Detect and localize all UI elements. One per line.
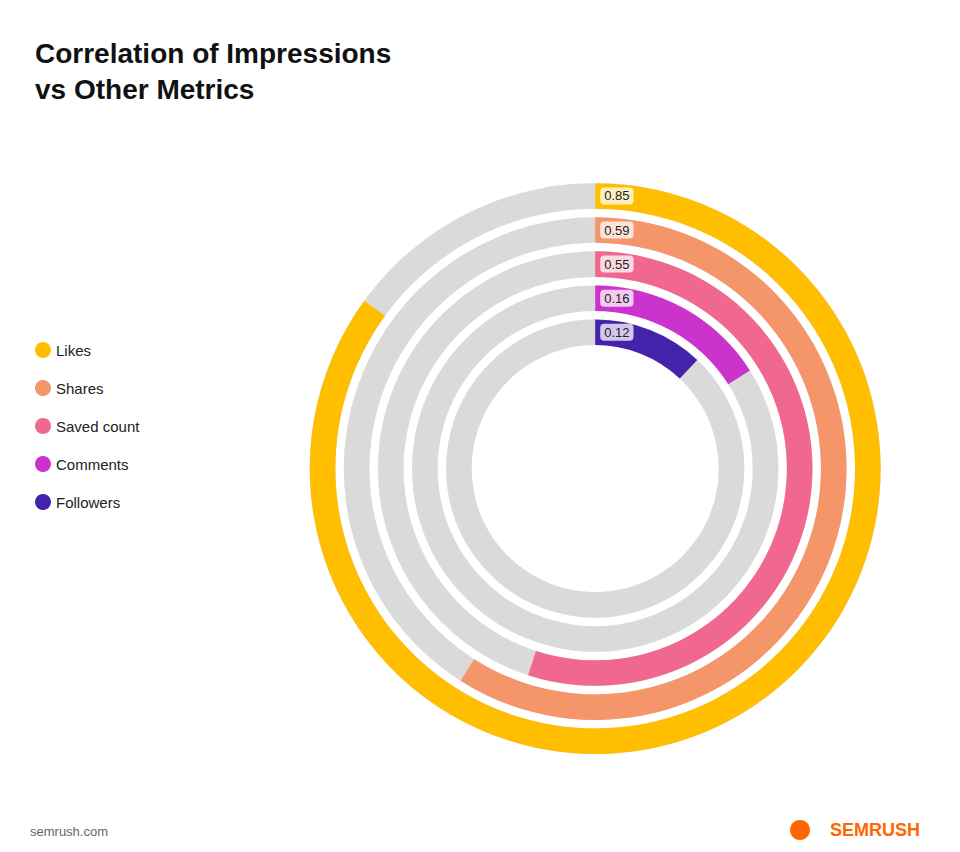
- svg-text:0.16: 0.16: [604, 291, 629, 306]
- svg-text:SEMRUSH: SEMRUSH: [830, 820, 920, 840]
- svg-text:0.12: 0.12: [604, 325, 629, 340]
- svg-text:0.85: 0.85: [604, 188, 629, 203]
- svg-text:Saved count: Saved count: [56, 418, 140, 435]
- svg-text:semrush.com: semrush.com: [30, 824, 108, 839]
- svg-text:Correlation of Impressions: Correlation of Impressions: [35, 38, 391, 69]
- svg-text:Likes: Likes: [56, 342, 91, 359]
- svg-text:Followers: Followers: [56, 494, 120, 511]
- svg-text:Comments: Comments: [56, 456, 129, 473]
- svg-text:vs Other Metrics: vs Other Metrics: [35, 74, 254, 105]
- svg-text:0.55: 0.55: [604, 257, 629, 272]
- svg-text:0.59: 0.59: [604, 223, 629, 238]
- svg-text:Shares: Shares: [56, 380, 104, 397]
